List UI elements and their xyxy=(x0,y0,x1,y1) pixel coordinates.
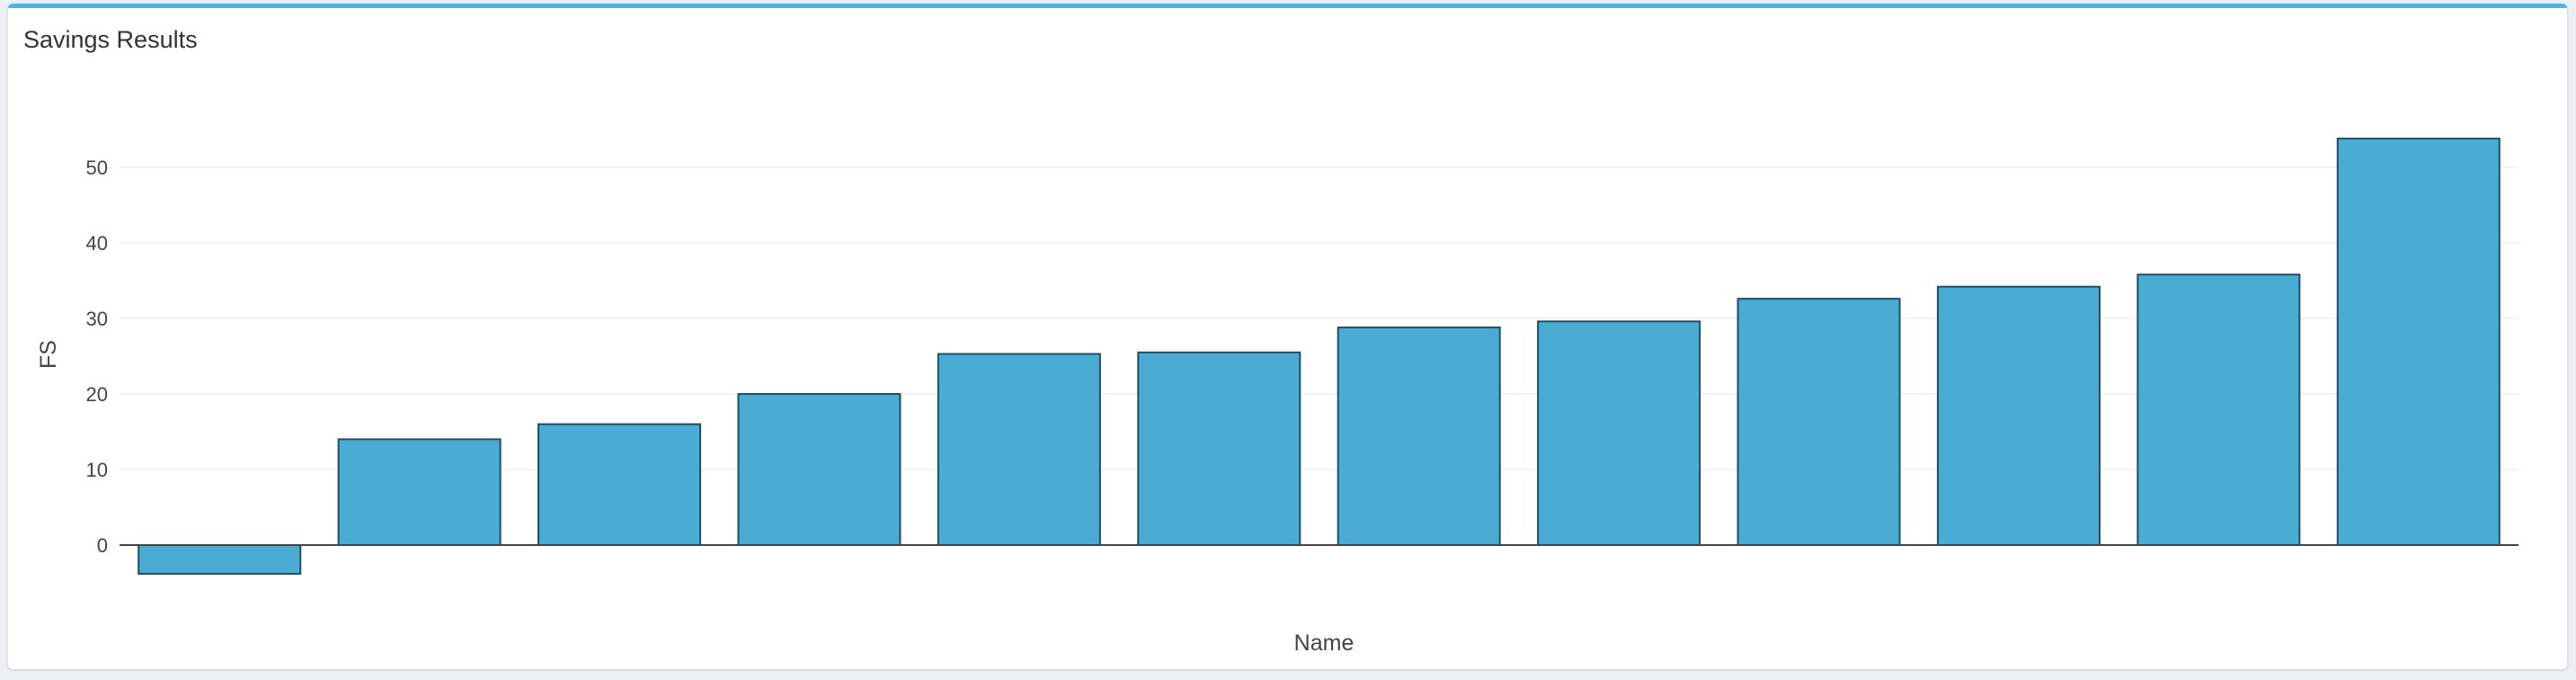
y-tick-label: 20 xyxy=(86,383,108,406)
bar-6[interactable] xyxy=(1137,351,1301,546)
bar-10[interactable] xyxy=(1936,285,2101,546)
grid-lines xyxy=(120,166,2518,470)
y-tick-label: 0 xyxy=(97,534,108,557)
bar-8[interactable] xyxy=(1537,320,1701,546)
y-tick-label: 40 xyxy=(86,232,108,255)
x-axis-title: Name xyxy=(1294,631,1355,656)
bar-11[interactable] xyxy=(2136,273,2301,546)
bar-9[interactable] xyxy=(1737,298,1901,546)
bar-7[interactable] xyxy=(1337,327,1501,546)
y-tick-label: 50 xyxy=(86,157,108,179)
panel-title: Savings Results xyxy=(23,26,198,53)
y-tick-label: 10 xyxy=(86,459,108,481)
bar-5[interactable] xyxy=(937,353,1101,547)
bar-3[interactable] xyxy=(537,423,702,546)
bar-2[interactable] xyxy=(337,438,502,546)
bar-4[interactable] xyxy=(737,393,902,546)
y-axis-title: FS xyxy=(36,340,61,369)
bar-1[interactable] xyxy=(138,544,302,575)
bar-12[interactable] xyxy=(2336,138,2500,547)
y-tick-labels: 0 10 20 30 40 50 xyxy=(86,157,108,557)
y-tick-label: 30 xyxy=(86,308,108,330)
bars-group xyxy=(138,138,2500,575)
